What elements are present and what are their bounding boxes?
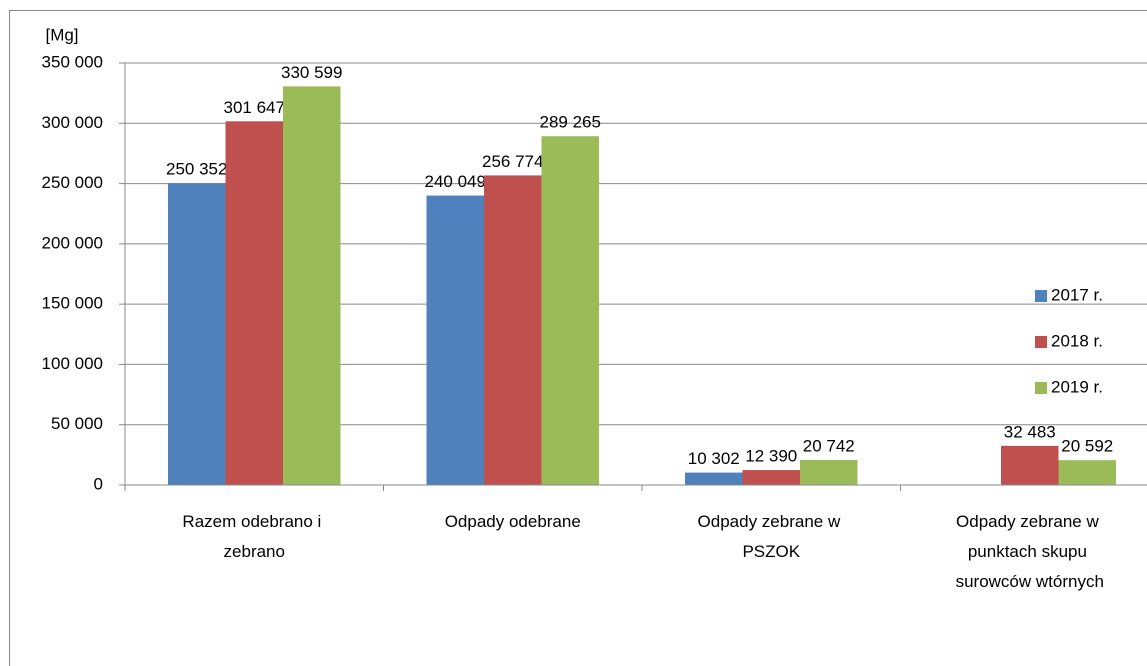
bar: [426, 195, 484, 485]
y-tick-label: 250 000: [42, 173, 103, 192]
legend-swatch: [1035, 382, 1047, 394]
data-label: 10 302: [688, 449, 740, 468]
x-tick-label: Odpady zebrane w punktach skupu surowców…: [956, 512, 1104, 591]
bar: [484, 175, 542, 485]
y-tick-label: 100 000: [42, 354, 103, 373]
bar: [800, 459, 858, 485]
y-tick-label: 150 000: [42, 294, 103, 313]
y-tick-label: 200 000: [42, 233, 103, 252]
bar: [1001, 445, 1059, 485]
x-tick-label: Razem odebrano i zebrano: [182, 512, 326, 561]
bar: [168, 183, 226, 485]
bar: [685, 472, 743, 485]
y-tick-label: 50 000: [51, 414, 103, 433]
bar: [742, 470, 800, 485]
legend-swatch: [1035, 290, 1047, 302]
data-label: 256 774: [482, 152, 543, 171]
data-label: 12 390: [745, 447, 797, 466]
data-label: 250 352: [166, 160, 227, 179]
bar: [283, 86, 341, 485]
data-label: 32 483: [1004, 422, 1056, 441]
legend-swatch: [1035, 336, 1047, 348]
bar: [1058, 460, 1116, 485]
y-tick-label: 350 000: [42, 52, 103, 71]
y-tick-label: 0: [94, 474, 103, 493]
x-tick-label: Odpady odebrane: [445, 512, 581, 531]
data-label: 240 049: [425, 172, 486, 191]
bar: [225, 121, 283, 486]
legend-label: 2019 r.: [1051, 377, 1103, 396]
legend-label: 2018 r.: [1051, 331, 1103, 350]
data-label: 20 592: [1061, 437, 1113, 456]
data-label: 20 742: [803, 436, 855, 455]
y-tick-label: 300 000: [42, 113, 103, 132]
chart-frame: [9, 10, 1147, 666]
data-label: 301 647: [224, 98, 285, 117]
y-axis-label: [Mg]: [45, 25, 78, 44]
legend-label: 2017 r.: [1051, 285, 1103, 304]
bar: [541, 136, 599, 485]
data-label: 289 265: [540, 113, 601, 132]
data-label: 330 599: [281, 63, 342, 82]
x-tick-label: Odpady zebrane w PSZOK: [698, 512, 845, 561]
